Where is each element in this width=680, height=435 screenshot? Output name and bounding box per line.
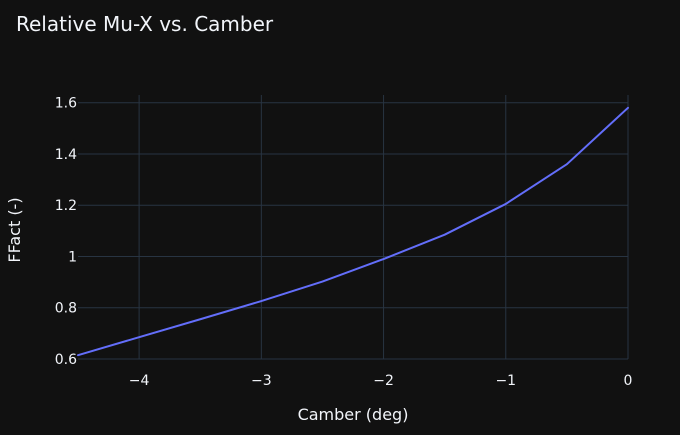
x-tick-label: −4 [129,373,150,389]
chart-title: Relative Mu-X vs. Camber [16,12,274,36]
y-tick-label: 1.2 [55,198,77,214]
y-tick-label: 1.4 [55,147,77,163]
y-tick-label: 0.6 [55,352,77,368]
grid [78,95,629,360]
x-tick-label: −2 [373,373,394,389]
x-axis-title: Camber (deg) [298,405,409,424]
x-tick-label: −1 [495,373,516,389]
x-tick-label: 0 [624,373,633,389]
x-tick-label: −3 [251,373,272,389]
y-axis-title: FFact (-) [5,197,24,262]
y-tick-label: 0.8 [55,301,77,317]
y-tick-label: 1.6 [55,96,77,112]
series-layer [77,106,629,357]
tick-labels: −4 −3 −2 −1 0 0.6 0.8 1 1.2 1.4 1.6 [55,96,633,389]
series-line [77,106,629,357]
y-tick-label: 1 [68,249,77,265]
